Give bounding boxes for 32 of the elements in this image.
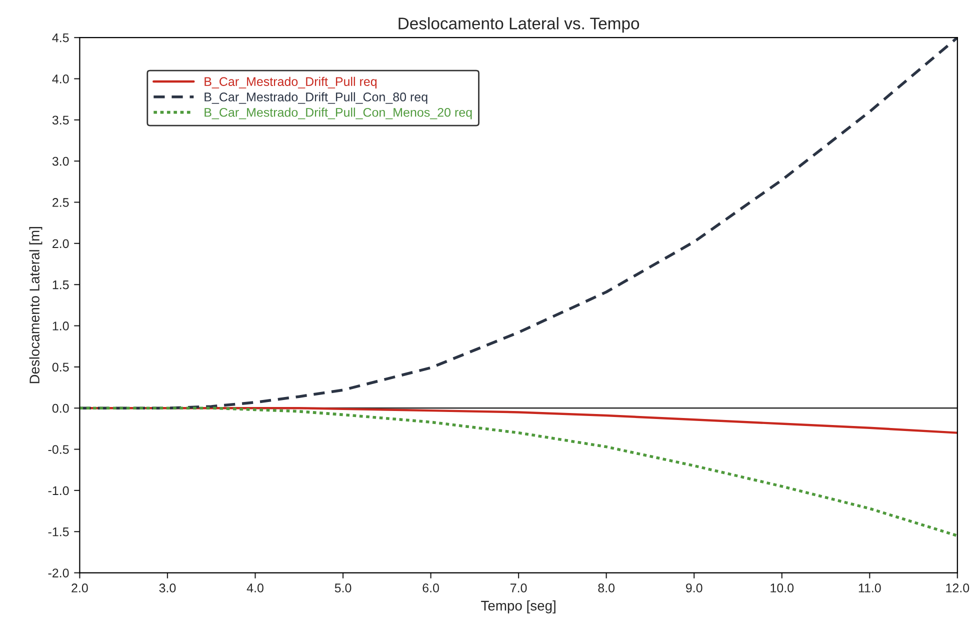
x-axis-title: Tempo [seg] — [481, 600, 556, 614]
x-tick-label: 10.0 — [770, 584, 794, 592]
x-tick-label: 4.0 — [246, 584, 264, 592]
x-tick-label: 3.0 — [159, 584, 176, 592]
y-tick-label: -1.0 — [48, 486, 69, 496]
x-tick-label: 9.0 — [686, 584, 702, 592]
x-tick-label: 5.0 — [334, 584, 352, 592]
x-tick-label: 2.0 — [72, 584, 88, 592]
y-tick-label: -0.5 — [48, 445, 69, 454]
y-tick-label: 3.0 — [52, 156, 69, 166]
legend-label: B_Car_Mestrado_Drift_Pull_Con_Menos_20 req — [204, 108, 472, 120]
x-tick-label: 7.0 — [510, 584, 527, 592]
x-tick-label: 11.0 — [858, 584, 881, 592]
y-tick-label: 4.0 — [52, 74, 69, 84]
legend-label: B_Car_Mestrado_Drift_Pull req — [204, 76, 377, 88]
chart-title: Deslocamento Lateral vs. Tempo — [398, 17, 640, 33]
y-tick-label: 0.0 — [52, 404, 69, 413]
legend-label: B_Car_Mestrado_Drift_Pull_Con_80 req — [204, 92, 428, 104]
line-series — [80, 406, 958, 538]
y-tick-label: 0.5 — [52, 362, 69, 372]
x-tick-label: 6.0 — [422, 584, 439, 592]
x-tick-label: 8.0 — [598, 584, 615, 592]
y-tick-label: 1.0 — [52, 322, 69, 330]
y-tick-label: -1.5 — [48, 528, 69, 536]
y-tick-label: 2.5 — [52, 198, 69, 207]
y-tick-label: 4.5 — [52, 33, 69, 42]
x-tick-label: 12.0 — [946, 584, 970, 592]
y-tick-label: -2.0 — [48, 568, 69, 578]
y-tick-label: 1.5 — [52, 280, 69, 290]
y-tick-label: 3.5 — [52, 116, 69, 125]
y-tick-label: 2.0 — [52, 239, 69, 248]
y-axis-title: Deslocamento Lateral [m] — [29, 227, 42, 384]
